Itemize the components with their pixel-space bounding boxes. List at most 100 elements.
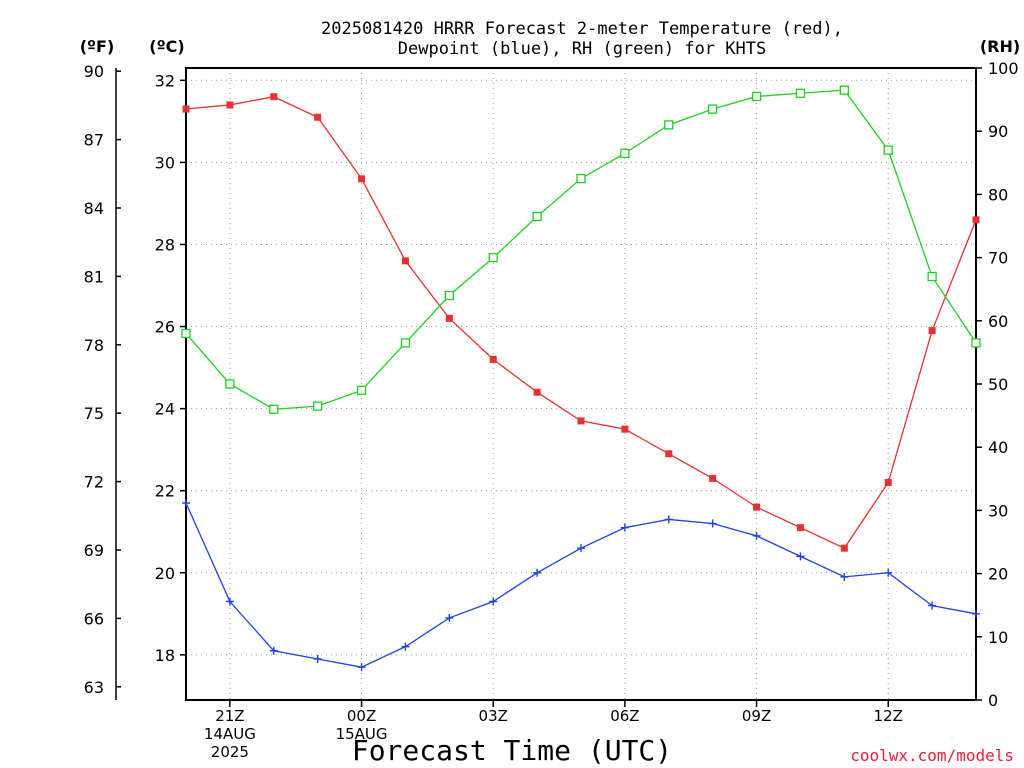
celsius-tick-label: 26 — [155, 318, 175, 337]
fahrenheit-tick-label: 81 — [84, 267, 104, 286]
temperature-point — [226, 101, 234, 109]
rh-point — [927, 271, 937, 282]
temperature-point — [972, 216, 980, 224]
temperature-point — [445, 314, 453, 322]
fahrenheit-tick-label: 90 — [84, 62, 104, 81]
rh-tick-label: 20 — [988, 565, 1008, 584]
rh-point — [488, 252, 498, 263]
celsius-tick-label: 30 — [155, 153, 175, 172]
dewpoint-point — [620, 523, 629, 532]
x-tick-label: 15AUG — [336, 725, 388, 743]
rh-point — [181, 328, 191, 339]
x-tick-label: 09Z — [742, 707, 771, 725]
rh-tick-label: 10 — [988, 628, 1008, 647]
x-tick-label: 21Z — [215, 707, 244, 725]
temperature-point — [314, 113, 322, 121]
temperature-point — [401, 257, 409, 265]
rh-tick-label: 30 — [988, 501, 1008, 520]
dewpoint-point — [401, 642, 410, 651]
x-tick-label: 12Z — [874, 707, 903, 725]
rh-point — [664, 120, 674, 130]
temperature-point — [665, 450, 673, 458]
rh-point — [313, 401, 323, 411]
temperature-point — [928, 327, 936, 335]
data-series — [181, 85, 981, 672]
dewpoint-point — [972, 609, 980, 618]
rh-point — [400, 338, 411, 348]
x-tick-label: 00Z — [347, 707, 376, 725]
rh-tick-label: 70 — [988, 249, 1008, 268]
dewpoint-point — [313, 654, 322, 663]
rh-point — [356, 385, 367, 395]
fahrenheit-tick-label: 69 — [84, 541, 104, 560]
series-line — [185, 89, 977, 410]
dewpoint-point — [225, 597, 234, 606]
temperature-point — [577, 417, 585, 425]
celsius-tick-label: 20 — [155, 564, 175, 583]
dewpoint-point — [533, 568, 542, 577]
rh-unit-label: (RH) — [980, 37, 1020, 56]
dewpoint-point — [357, 663, 366, 672]
dewpoint-point — [489, 597, 498, 606]
temperature-point — [840, 544, 848, 552]
temperature-point — [884, 478, 892, 486]
dewpoint-point — [269, 646, 278, 655]
rh-point — [620, 148, 630, 158]
chart-title-line-2: Dewpoint (blue), RH (green) for KHTS — [398, 39, 766, 59]
fahrenheit-unit-label: (ºF) — [80, 37, 115, 56]
dewpoint-point — [928, 601, 937, 610]
dewpoint-point — [708, 519, 717, 528]
rh-tick-label: 80 — [988, 185, 1008, 204]
rh-tick-label: 40 — [988, 438, 1008, 457]
rh-point — [269, 404, 279, 414]
celsius-unit-label: (ºC) — [149, 37, 184, 56]
fahrenheit-tick-label: 72 — [84, 473, 104, 492]
dewpoint-point — [796, 552, 805, 561]
rh-point — [971, 338, 981, 348]
dewpoint-point — [445, 613, 454, 622]
temperature-point — [489, 355, 497, 363]
x-tick-label: 2025 — [211, 743, 249, 761]
fahrenheit-tick-label: 84 — [84, 199, 104, 218]
rh-point — [708, 104, 718, 114]
celsius-tick-label: 22 — [155, 482, 175, 501]
rh-tick-label: 50 — [988, 375, 1008, 394]
dewpoint-point — [664, 515, 673, 524]
chart-title-line-1: 2025081420 HRRR Forecast 2-meter Tempera… — [321, 19, 843, 39]
dewpoint-point — [884, 568, 893, 577]
rh-tick-label: 60 — [988, 312, 1008, 331]
x-tick-label: 14AUG — [204, 725, 256, 743]
temperature-point — [753, 503, 761, 511]
fahrenheit-tick-label: 87 — [84, 131, 104, 150]
chart-title: 2025081420 HRRR Forecast 2-meter Tempera… — [321, 19, 843, 59]
grid-lines — [186, 68, 976, 700]
temperature-point — [358, 175, 366, 183]
rh-point — [751, 91, 762, 102]
rh-tick-label: 0 — [988, 691, 998, 710]
x-tick-label: 06Z — [610, 707, 639, 725]
temperature-point — [270, 93, 278, 101]
series-group — [182, 499, 980, 672]
celsius-tick-label: 28 — [155, 235, 175, 254]
fahrenheit-tick-label: 63 — [84, 678, 104, 697]
series-group — [182, 93, 980, 552]
credit-text: coolwx.com/models — [850, 746, 1014, 765]
rh-point — [795, 88, 806, 98]
series-line — [185, 96, 977, 549]
rh-tick-label: 100 — [988, 59, 1019, 78]
celsius-tick-label: 18 — [155, 646, 175, 665]
dewpoint-point — [840, 572, 849, 581]
celsius-tick-label: 24 — [155, 400, 175, 419]
temperature-point — [533, 388, 541, 396]
fahrenheit-tick-label: 75 — [84, 404, 104, 423]
dewpoint-point — [182, 499, 190, 508]
x-tick-label: 03Z — [479, 707, 508, 725]
rh-point — [576, 173, 586, 184]
fahrenheit-tick-label: 78 — [84, 336, 104, 355]
fahrenheit-tick-label: 66 — [84, 609, 104, 628]
rh-tick-label: 90 — [988, 122, 1008, 141]
rh-point — [225, 379, 235, 389]
temperature-point — [621, 425, 629, 433]
series-group — [181, 85, 981, 414]
